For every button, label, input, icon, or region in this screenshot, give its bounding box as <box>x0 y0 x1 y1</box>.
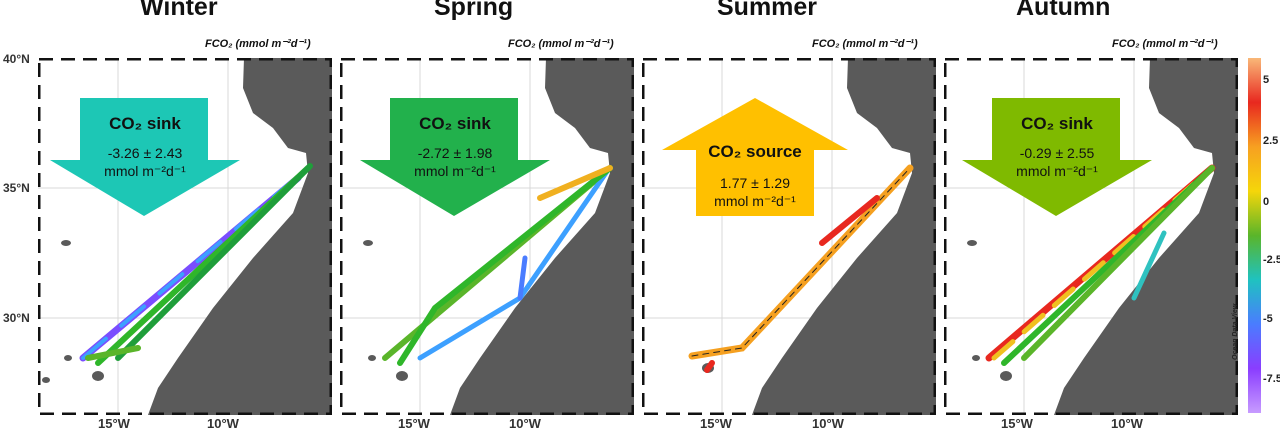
colorbar-tick: 5 <box>1263 74 1270 86</box>
down-arrow-icon <box>50 98 240 216</box>
title-autumn: Autumn <box>1016 0 1111 21</box>
flux-unit: mmol m⁻²d⁻¹ <box>1016 163 1098 179</box>
ship-tracks <box>688 164 914 373</box>
arrow-summer <box>662 98 848 216</box>
lon-label-15w: 15°W <box>1001 416 1033 431</box>
lon-label-10w: 10°W <box>812 416 844 431</box>
arrow-spring <box>360 98 550 216</box>
arrow-text-autumn: CO₂ sink -0.29 ± 2.55 mmol m⁻²d⁻¹ <box>982 114 1132 180</box>
land-iberia-africa <box>450 58 634 415</box>
map-svg-autumn <box>944 58 1238 415</box>
arrow-winter <box>50 98 240 216</box>
lon-label-10w: 10°W <box>509 416 541 431</box>
arrow-text-winter: CO₂ sink -3.26 ± 2.43 mmol m⁻²d⁻¹ <box>70 114 220 180</box>
canary-islands <box>967 240 1012 381</box>
arrow-autumn <box>962 98 1152 216</box>
title-summer: Summer <box>717 0 818 21</box>
ship-tracks <box>79 163 313 366</box>
lon-label-15w: 15°W <box>700 416 732 431</box>
land-iberia-africa <box>752 58 936 415</box>
arrow-text-summer: CO₂ source 1.77 ± 1.29 mmol m⁻²d⁻¹ <box>680 142 830 210</box>
map-panel-summer <box>642 58 936 415</box>
unit-label-spring: FCO₂ (mmol m⁻²d⁻¹) <box>508 38 614 50</box>
map-svg-winter <box>38 58 332 415</box>
colorbar <box>1248 58 1261 413</box>
unit-label-summer: FCO₂ (mmol m⁻²d⁻¹) <box>812 38 918 50</box>
frame <box>340 58 634 415</box>
frame <box>944 58 1238 415</box>
unit-label-autumn: FCO₂ (mmol m⁻²d⁻¹) <box>1112 38 1218 50</box>
down-arrow-icon <box>360 98 550 216</box>
frame <box>38 58 332 415</box>
map-panel-autumn <box>944 58 1238 415</box>
ocean-data-view-watermark: Ocean Data View <box>1232 303 1239 360</box>
land-iberia-africa <box>148 58 332 415</box>
down-arrow-icon <box>962 98 1152 216</box>
flux-label: CO₂ source <box>708 142 802 161</box>
colorbar-tick: 0 <box>1263 196 1270 208</box>
canary-islands <box>363 240 408 381</box>
flux-unit: mmol m⁻²d⁻¹ <box>414 163 496 179</box>
lon-label-10w: 10°W <box>207 416 239 431</box>
land-iberia-africa <box>1054 58 1238 415</box>
flux-label: CO₂ sink <box>419 114 491 133</box>
island <box>1201 73 1211 83</box>
map-svg-spring <box>340 58 634 415</box>
flux-value: -2.72 ± 1.98 <box>417 145 493 161</box>
map-panel-spring <box>340 58 634 415</box>
lon-label-15w: 15°W <box>398 416 430 431</box>
flux-value: 1.77 ± 1.29 <box>720 175 790 191</box>
flux-value: -0.29 ± 2.55 <box>1019 145 1095 161</box>
flux-label: CO₂ sink <box>109 114 181 133</box>
up-arrow-icon <box>662 98 848 216</box>
colorbar-tick: 2.5 <box>1263 135 1279 147</box>
canary-islands <box>42 240 104 383</box>
lon-label-10w: 10°W <box>1111 416 1143 431</box>
flux-unit: mmol m⁻²d⁻¹ <box>714 193 796 209</box>
flux-label: CO₂ sink <box>1021 114 1093 133</box>
colorbar-tick: -7.5 <box>1263 373 1280 385</box>
lat-label-35n: 35°N <box>3 181 30 195</box>
ship-tracks <box>382 165 613 366</box>
ship-tracks <box>985 164 1216 366</box>
colorbar-tick: -2.5 <box>1263 254 1280 266</box>
flux-value: -3.26 ± 2.43 <box>107 145 183 161</box>
island <box>293 73 303 83</box>
map-panel-winter <box>38 58 332 415</box>
title-spring: Spring <box>434 0 514 21</box>
arrow-text-spring: CO₂ sink -2.72 ± 1.98 mmol m⁻²d⁻¹ <box>380 114 530 180</box>
map-svg-summer <box>642 58 936 415</box>
flux-unit: mmol m⁻²d⁻¹ <box>104 163 186 179</box>
colorbar-tick: -5 <box>1263 313 1273 325</box>
lon-label-15w: 15°W <box>98 416 130 431</box>
lat-label-40n: 40°N <box>3 52 30 66</box>
unit-label-winter: FCO₂ (mmol m⁻²d⁻¹) <box>205 38 311 50</box>
frame <box>642 58 936 415</box>
lat-label-30n: 30°N <box>3 311 30 325</box>
title-winter: Winter <box>140 0 218 21</box>
